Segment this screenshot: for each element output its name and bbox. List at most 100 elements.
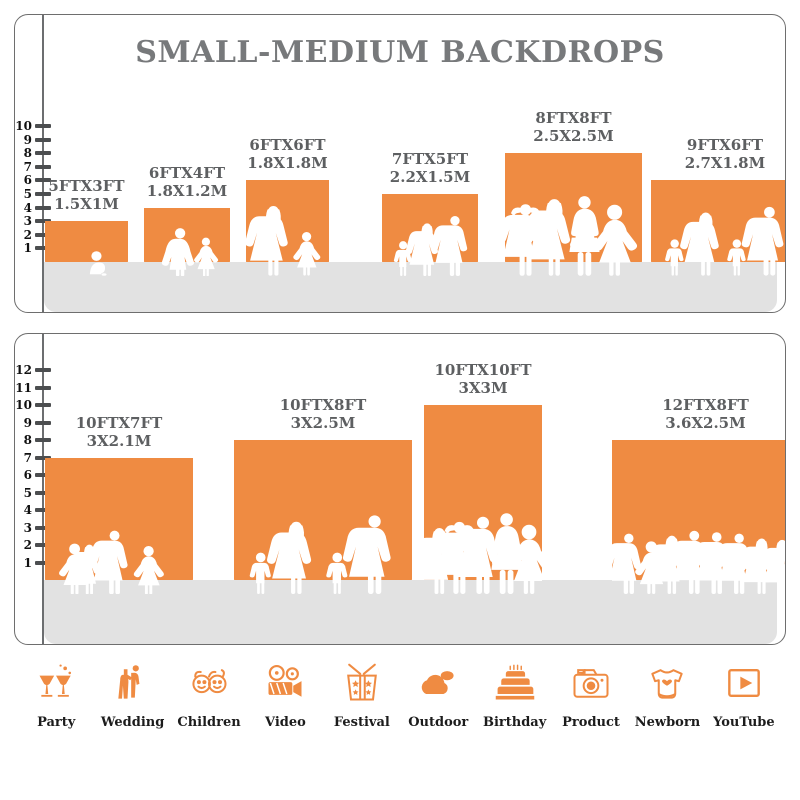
y-axis-tick: 7 [15, 450, 65, 465]
y-axis-tick-label: 2 [23, 227, 32, 242]
use-case-item-party[interactable]: Party [18, 655, 94, 730]
use-case-item-wedding[interactable]: Wedding [94, 655, 170, 730]
y-axis-tick-mark [35, 508, 51, 512]
y-axis-tick-mark [35, 192, 51, 196]
use-case-item-children[interactable]: Children [171, 655, 247, 730]
y-axis-tick-label: 10 [15, 398, 32, 412]
floor-band-chart-1 [44, 262, 777, 312]
play-button-icon [722, 655, 766, 711]
bar-size-label-metric: 2.2X1.5M [389, 168, 471, 186]
use-case-label: Product [562, 715, 620, 730]
use-case-label: Outdoor [408, 715, 469, 730]
y-axis-tick-label: 11 [15, 380, 32, 395]
use-case-label: Party [37, 715, 76, 730]
y-axis-tick: 8 [15, 147, 65, 159]
bar-size-label-imperial: 9FTX6FT [686, 136, 764, 155]
y-axis-tick: 8 [15, 433, 65, 447]
y-axis-tick: 2 [15, 227, 65, 242]
use-case-item-birthday[interactable]: Birthday [476, 655, 552, 730]
use-case-item-product[interactable]: Product [553, 655, 629, 730]
bar-size-label-imperial: 6FTX6FT [249, 136, 326, 155]
bar-size-label-imperial: 6FTX4FT [148, 163, 226, 182]
use-case-label: Festival [333, 715, 390, 730]
bar-size-label: 6FTX4FT 1.8X1.2M [144, 164, 230, 200]
plot-area-chart-1: 5FTX3FT 1.5X1M 6FTX4FT 1.8X1.2M 6FTX6FT 1.8X1… [44, 15, 785, 312]
page-title: SMALL-MEDIUM BACKDROPS [135, 35, 665, 70]
bar-size-label: 12FTX8FT 3.6X2.5M [612, 396, 785, 432]
use-case-label: Newborn [634, 715, 701, 730]
y-axis-tick-label: 2 [23, 538, 32, 552]
y-axis-tick: 5 [15, 485, 65, 500]
bar-size-label-imperial: 8FTX8FT [535, 109, 612, 128]
y-axis-tick-label: 5 [23, 485, 32, 500]
bar-size-label: 5FTX3FT 1.5X1M [45, 177, 128, 213]
bar-size-label: 10FTX7FT 3X2.1M [45, 414, 193, 450]
birthday-cake-icon [493, 655, 537, 711]
y-axis-line-chart-1 [42, 15, 44, 312]
y-axis-tick-mark [35, 385, 51, 390]
y-axis-tick-label: 6 [23, 468, 32, 482]
people-silhouettes [45, 221, 128, 276]
bar-size-label: 7FTX5FT 2.2X1.5M [382, 150, 478, 186]
use-case-label: Video [265, 715, 306, 730]
y-axis-tick: 11 [15, 380, 65, 395]
people-silhouettes [246, 180, 329, 276]
y-axis-tick-label: 7 [23, 159, 32, 174]
y-axis-tick: 10 [15, 120, 65, 132]
people-silhouettes [234, 440, 412, 594]
y-axis-tick-mark [35, 219, 51, 224]
use-case-item-outdoor[interactable]: Outdoor [400, 655, 476, 730]
y-axis-tick: 3 [15, 214, 65, 229]
baby-onesie-icon [645, 655, 689, 711]
y-axis-tick: 3 [15, 522, 65, 534]
cloud-icon [416, 655, 460, 711]
use-case-item-festival[interactable]: Festival [324, 655, 400, 730]
y-axis-tick-label: 9 [23, 415, 32, 430]
people-silhouettes [651, 180, 785, 276]
people-silhouettes [424, 405, 542, 594]
y-axis-tick-mark [35, 403, 51, 407]
y-axis-tick-mark [35, 438, 51, 442]
use-case-label: Children [177, 715, 241, 730]
bar-size-label-imperial: 7FTX5FT [391, 150, 469, 168]
y-axis-tick-mark [35, 164, 51, 169]
bar-size-label-imperial: 10FTX7FT [75, 413, 163, 432]
backdrop-size-bar [234, 440, 412, 594]
y-axis-tick-label: 7 [23, 450, 32, 465]
bar-size-label-metric: 2.5X2.5M [533, 127, 614, 146]
y-axis-tick-mark [35, 543, 51, 547]
bar-size-label-metric: 1.8X1.8M [247, 154, 328, 173]
backdrop-size-bar [45, 457, 193, 594]
y-axis-tick-mark [35, 368, 51, 372]
people-silhouettes [382, 194, 478, 276]
backdrop-size-bar [424, 405, 542, 594]
y-axis-tick-label: 12 [15, 363, 32, 377]
use-case-item-video[interactable]: Video [247, 655, 323, 730]
y-axis-tick: 6 [15, 468, 65, 482]
backdrop-size-chart-large: 12 11 10 9 8 7 6 5 4 3 2 1 10FTX7FT 3X2.1M 10FTX8FT 3X… [14, 333, 786, 645]
y-axis-tick-mark [35, 151, 51, 156]
use-case-item-newborn[interactable]: Newborn [629, 655, 705, 730]
use-case-strip: Party Wedding Children Video Festival Ou… [0, 655, 800, 765]
movie-camera-icon [263, 655, 307, 711]
y-axis-line-chart-2 [42, 334, 44, 644]
use-case-item-youtube[interactable]: YouTube [706, 655, 782, 730]
y-axis-tick-mark [35, 205, 51, 210]
backdrop-size-bar [612, 440, 785, 594]
backdrop-size-bar [144, 207, 230, 276]
bar-size-label-imperial: 10FTX10FT [434, 361, 532, 379]
gift-box-icon [340, 655, 384, 711]
y-axis-tick: 9 [15, 134, 65, 146]
y-axis-tick-label: 3 [23, 214, 32, 229]
people-silhouettes [144, 208, 230, 276]
plot-area-chart-2: 10FTX7FT 3X2.1M 10FTX8FT 3X2.5M 10FTX10FT 3X3… [44, 334, 785, 644]
y-axis-tick-mark [35, 178, 51, 183]
bar-size-label: 8FTX8FT 2.5X2.5M [505, 109, 642, 145]
two-kids-faces-icon [187, 655, 231, 711]
y-axis-tick-label: 8 [23, 433, 32, 447]
y-axis-tick-mark [35, 455, 51, 460]
use-case-label: YouTube [713, 715, 775, 730]
bar-size-label-metric: 3X2.1M [86, 431, 152, 450]
y-axis-tick: 12 [15, 363, 65, 377]
y-axis-tick-mark [35, 246, 51, 251]
